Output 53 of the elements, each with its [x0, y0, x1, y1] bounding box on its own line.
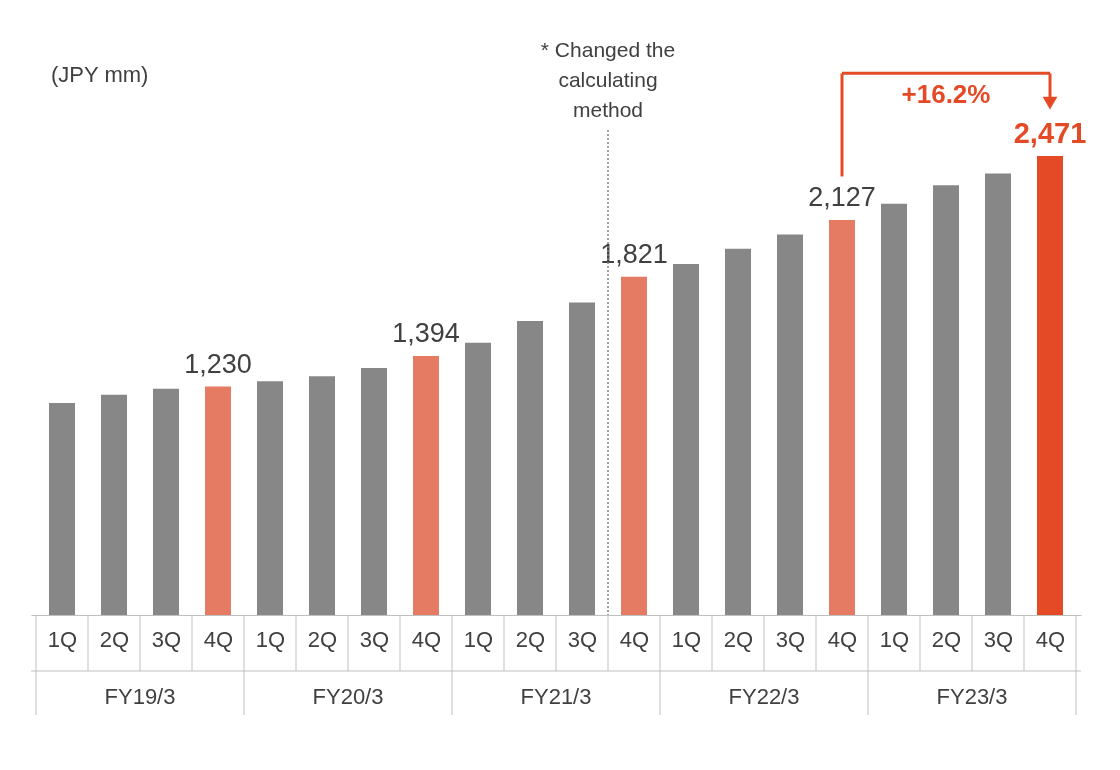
x-tick-label: 4Q: [827, 626, 858, 652]
x-tick-label: 1Q: [255, 626, 286, 652]
text: FY22/3: [728, 684, 800, 709]
bar: [985, 173, 1011, 615]
bar: [205, 386, 231, 615]
bar: [933, 185, 959, 615]
text: * Changed the calculating method: [540, 38, 676, 121]
text: (JPY mm): [51, 62, 149, 87]
bar: [881, 203, 907, 615]
bar: [621, 276, 647, 615]
bar: [725, 248, 751, 615]
x-tick-label: 4Q: [411, 626, 442, 652]
x-tick-label: 1Q: [671, 626, 702, 652]
bar: [829, 219, 855, 615]
bar: [361, 367, 387, 615]
bar: [257, 381, 283, 615]
x-tick-label: 4Q: [619, 626, 650, 652]
x-tick-label: 3Q: [983, 626, 1014, 652]
x-tick-label: 1Q: [879, 626, 910, 652]
text: FY19/3: [104, 684, 176, 709]
bar: [49, 403, 75, 615]
data-label: 1,230: [184, 348, 252, 379]
x-tick-label: 2Q: [99, 626, 130, 652]
bar: [517, 320, 543, 615]
text: FY23/3: [936, 684, 1008, 709]
bar: [569, 302, 595, 615]
x-tick-label: 2Q: [515, 626, 546, 652]
x-tick-label: 3Q: [151, 626, 182, 652]
text: FY20/3: [312, 684, 384, 709]
x-tick-label: 4Q: [203, 626, 234, 652]
data-label: 2,471: [1013, 116, 1087, 149]
x-tick-label: 4Q: [1035, 626, 1066, 652]
bar: [465, 342, 491, 615]
x-tick-label: 1Q: [463, 626, 494, 652]
x-tick-label: 3Q: [359, 626, 390, 652]
bar: [673, 263, 699, 615]
x-tick-label: 2Q: [723, 626, 754, 652]
bar: [777, 234, 803, 615]
data-label: 1,394: [392, 318, 460, 349]
x-tick-label: 2Q: [931, 626, 962, 652]
x-tick-label: 3Q: [775, 626, 806, 652]
x-tick-label: 1Q: [47, 626, 78, 652]
bar: [1037, 155, 1063, 615]
bar: [309, 376, 335, 615]
bar: [153, 388, 179, 615]
text: FY21/3: [520, 684, 592, 709]
bar: [413, 356, 439, 615]
x-tick-label: 3Q: [567, 626, 598, 652]
data-label: 2,127: [808, 181, 876, 212]
x-tick-label: 2Q: [307, 626, 338, 652]
text: +16.2%: [901, 79, 991, 110]
bar: [101, 394, 127, 615]
data-label: 1,821: [600, 238, 668, 269]
